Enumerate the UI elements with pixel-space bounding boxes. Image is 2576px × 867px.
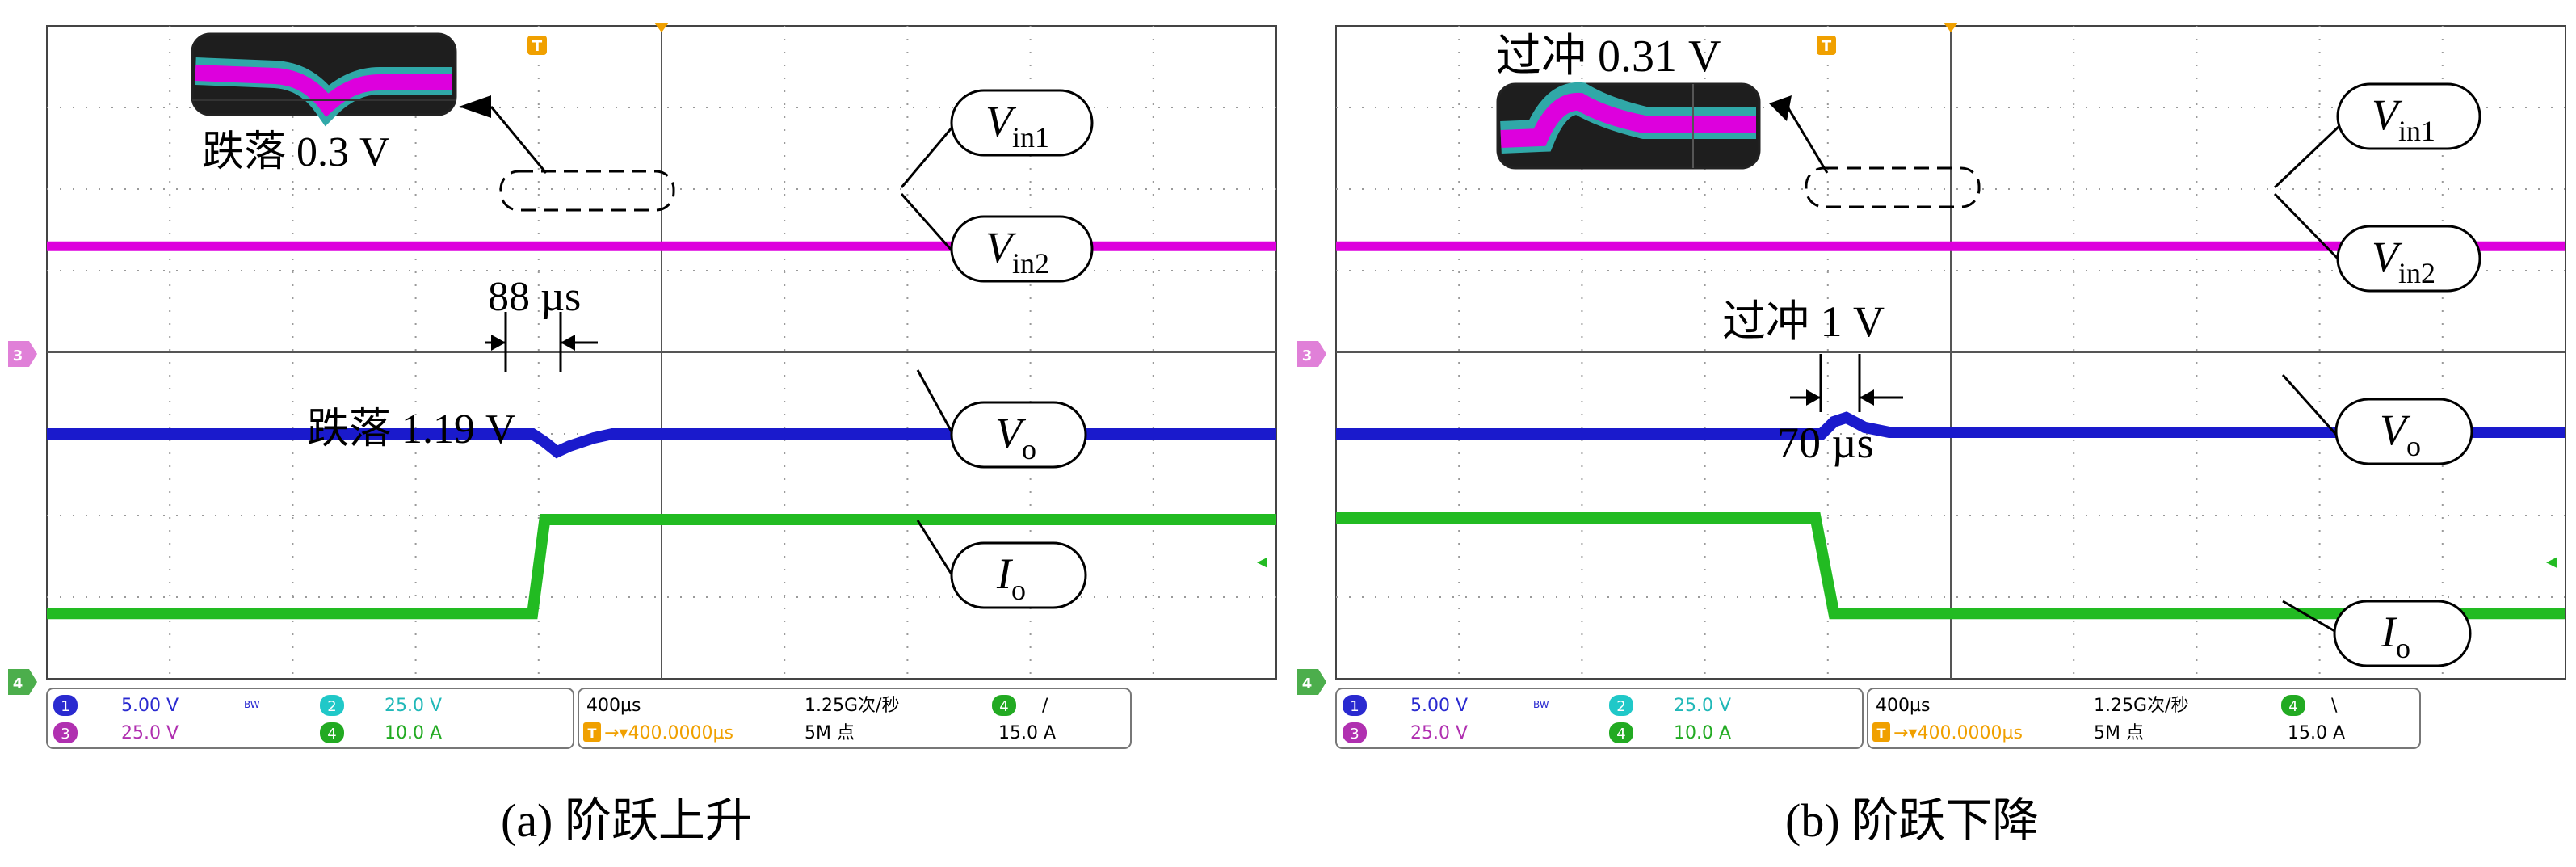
annotation-drop-vin: 跌落 0.3 V — [202, 129, 390, 175]
svg-text:1.25G次/秒: 1.25G次/秒 — [805, 696, 899, 716]
svg-text:3: 3 — [1350, 726, 1359, 743]
svg-text:25.0 V: 25.0 V — [121, 723, 179, 743]
svg-text:BW: BW — [244, 699, 260, 710]
io-ground-arrow: ◂ — [2546, 549, 2557, 574]
svg-text:Io: Io — [2381, 608, 2410, 664]
svg-text:4: 4 — [13, 676, 23, 692]
svg-text:2: 2 — [327, 698, 336, 715]
svg-text:\: \ — [2331, 696, 2338, 716]
svg-text:3: 3 — [61, 726, 69, 743]
ch4-marker: 4 — [1297, 669, 1326, 695]
trace-io — [47, 514, 1276, 620]
svg-text:5M 点: 5M 点 — [2094, 723, 2144, 743]
status-bar: 1 5.00 V BW 2 25.0 V 3 25.0 V 4 10.0 A 4… — [46, 688, 1132, 749]
zoom-region-box — [499, 170, 675, 212]
svg-text:Vin1: Vin1 — [985, 97, 1049, 154]
label-vin2: Vin2 — [2273, 192, 2481, 293]
label-vo: Vo — [2281, 373, 2473, 465]
scope-panel-b: T 3 4 过冲 0.31 V 过冲 1 V 70 µs Vin1 Vin2 — [1297, 23, 2566, 847]
svg-text:T: T — [588, 726, 597, 741]
ch4-marker: 4 — [8, 669, 37, 695]
svg-text:2: 2 — [1616, 698, 1625, 715]
svg-text:1: 1 — [61, 698, 69, 715]
svg-text:5.00 V: 5.00 V — [121, 696, 179, 716]
caption-b: (b) 阶跃下降 — [1785, 794, 2039, 847]
svg-text:/: / — [1042, 696, 1048, 716]
svg-text:T: T — [532, 38, 543, 55]
zoom-region-box — [1805, 166, 1981, 208]
svg-text:Io: Io — [996, 549, 1026, 606]
svg-text:5M 点: 5M 点 — [805, 723, 855, 743]
svg-text:5.00 V: 5.00 V — [1410, 696, 1468, 716]
label-io: Io — [2282, 600, 2472, 667]
ch3-marker: 3 — [1297, 341, 1326, 367]
annotation-drop-vo: 跌落 1.19 V — [307, 406, 516, 452]
trigger-marker: T — [1817, 23, 1958, 55]
svg-text:→▾400.0000µs: →▾400.0000µs — [1893, 723, 2023, 743]
svg-text:4: 4 — [999, 698, 1008, 715]
inset-arrowhead — [459, 95, 491, 118]
annotation-dt: 88 µs — [488, 274, 581, 320]
annotation-dt: 70 µs — [1777, 419, 1874, 467]
svg-text:Vin2: Vin2 — [2372, 233, 2435, 289]
svg-text:15.0 A: 15.0 A — [2288, 723, 2345, 743]
svg-text:1: 1 — [1350, 698, 1359, 715]
svg-text:4: 4 — [327, 726, 336, 743]
annotation-overshoot-vin: 过冲 0.31 V — [1496, 32, 1721, 82]
svg-text:400µs: 400µs — [586, 696, 641, 716]
zoom-inset — [191, 32, 457, 127]
inset-leader — [1787, 107, 1829, 174]
ch3-marker: 3 — [8, 341, 37, 367]
svg-text:Vin2: Vin2 — [985, 223, 1049, 280]
svg-text:3: 3 — [1302, 347, 1313, 364]
label-io: Io — [916, 520, 1087, 609]
trigger-marker: T — [527, 23, 669, 55]
label-vo: Vo — [916, 369, 1087, 469]
svg-text:Vin1: Vin1 — [2372, 90, 2435, 147]
svg-text:T: T — [1877, 726, 1886, 741]
io-ground-arrow: ◂ — [1257, 549, 1267, 574]
svg-text:15.0 A: 15.0 A — [998, 723, 1056, 743]
svg-text:1.25G次/秒: 1.25G次/秒 — [2094, 696, 2188, 716]
label-vin2: Vin2 — [900, 193, 1094, 283]
annotation-overshoot-vo: 过冲 1 V — [1722, 297, 1885, 346]
svg-text:10.0 A: 10.0 A — [1674, 723, 1731, 743]
status-bar: 1 5.00 V BW 2 25.0 V 3 25.0 V 4 10.0 A 4… — [1335, 688, 2421, 749]
zoom-inset — [1496, 82, 1761, 170]
svg-text:Vo: Vo — [2380, 406, 2421, 462]
trace-io — [1336, 512, 2565, 620]
svg-text:25.0 V: 25.0 V — [1674, 696, 1731, 716]
svg-text:25.0 V: 25.0 V — [385, 696, 442, 716]
svg-text:4: 4 — [2288, 698, 2297, 715]
svg-text:4: 4 — [1616, 726, 1625, 743]
svg-text:BW: BW — [1533, 699, 1549, 710]
time-arrow-left — [491, 335, 506, 351]
caption-a: (a) 阶跃上升 — [501, 794, 752, 847]
time-arrow-right — [1860, 389, 1874, 406]
svg-text:3: 3 — [13, 347, 23, 364]
label-vin1: Vin1 — [2273, 82, 2481, 189]
time-arrow-right — [561, 335, 575, 351]
svg-text:400µs: 400µs — [1876, 696, 1930, 716]
trace-vo — [47, 428, 1276, 459]
inset-leader — [490, 106, 548, 174]
svg-text:T: T — [1822, 38, 1832, 55]
label-vin1: Vin1 — [900, 89, 1094, 188]
time-arrow-left — [1806, 389, 1821, 406]
inset-arrowhead — [1769, 95, 1792, 121]
svg-text:10.0 A: 10.0 A — [385, 723, 442, 743]
svg-text:25.0 V: 25.0 V — [1410, 723, 1468, 743]
trace-vo — [1336, 411, 2565, 440]
scope-panel-a: T 3 4 跌落 0.3 V 88 µs 跌落 1.19 V Vin1 — [8, 23, 1277, 847]
svg-text:Vo: Vo — [995, 409, 1036, 465]
svg-text:→▾400.0000µs: →▾400.0000µs — [604, 723, 733, 743]
svg-text:4: 4 — [1302, 676, 1313, 692]
